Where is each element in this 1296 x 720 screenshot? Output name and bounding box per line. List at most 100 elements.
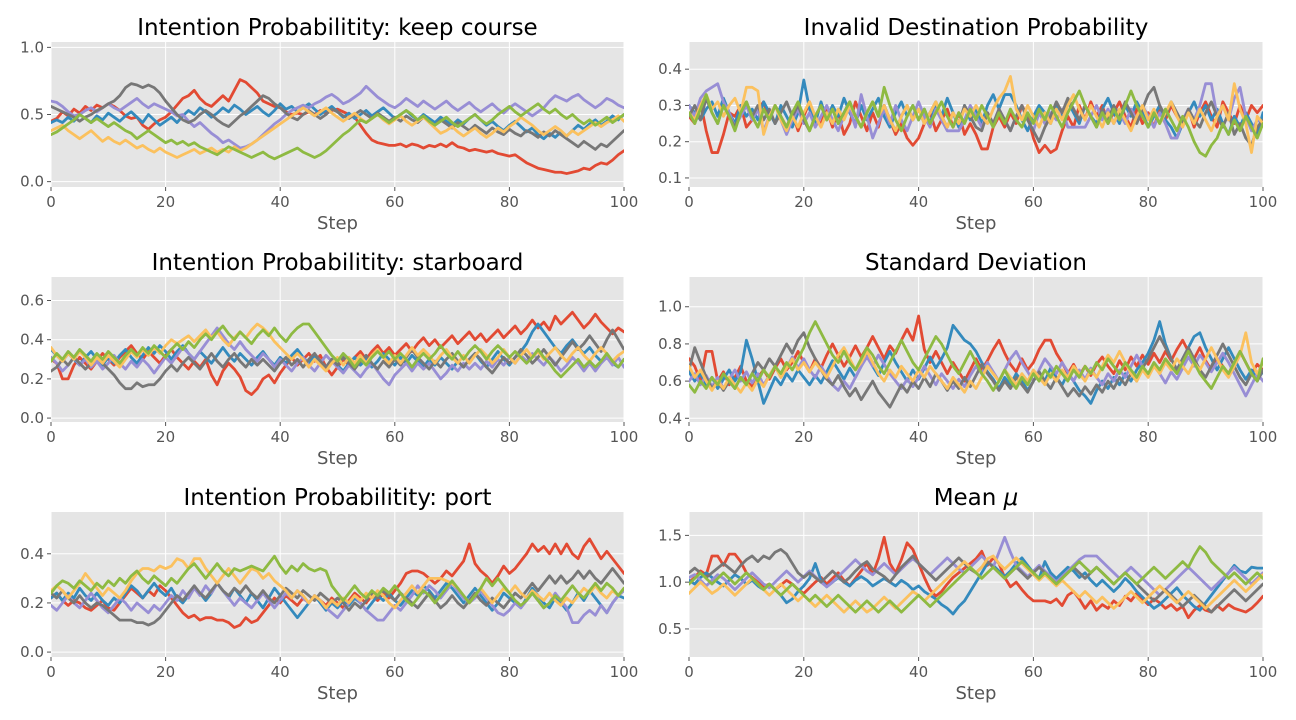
x-tick-label: 20 — [156, 428, 175, 446]
series-group — [51, 537, 624, 629]
x-tick-label: 0 — [684, 428, 694, 446]
y-tick-label: 1.0 — [658, 298, 682, 316]
x-tick-label: 40 — [909, 428, 928, 446]
series-line-5 — [51, 106, 624, 159]
y-tick-label: 1.0 — [20, 38, 44, 56]
x-tick-label: 60 — [1024, 663, 1043, 681]
x-tick-label: 100 — [1249, 428, 1278, 446]
subplot-6: 0 20 40 60 80 100 0.5 1.0 1.5 Step Mean μ — [658, 485, 1277, 704]
x-tick-label: 80 — [500, 428, 519, 446]
y-tick-label: 0.2 — [20, 594, 44, 612]
y-tick-label: 1.5 — [658, 526, 682, 544]
series-line-6 — [51, 322, 624, 379]
x-axis-label: Step — [317, 683, 358, 704]
chart-title: Intention Probabilitity: keep course — [137, 15, 537, 41]
series-group — [689, 75, 1263, 158]
y-tick-label: 0.2 — [20, 370, 44, 388]
y-tick-label: 0.5 — [20, 106, 44, 124]
y-tick-label: 0.5 — [658, 620, 682, 638]
x-tick-label: 20 — [794, 428, 813, 446]
x-tick-label: 40 — [909, 663, 928, 681]
x-axis-label: Step — [956, 448, 997, 469]
x-tick-label: 0 — [684, 193, 694, 211]
series-line-1 — [51, 78, 624, 175]
y-tick-label: 0.4 — [20, 331, 44, 349]
y-tick-label: 0.4 — [20, 545, 44, 563]
series-group — [689, 535, 1263, 620]
chart-title-text: Intention Probabilitity: port — [184, 485, 492, 511]
y-tick-label: 0.0 — [20, 409, 44, 427]
x-tick-label: 20 — [794, 193, 813, 211]
subplot-1: 0 20 40 60 80 100 0.0 0.5 1.0 Step Intention Proba… — [20, 15, 638, 234]
series-line-4 — [51, 82, 624, 151]
x-tick-label: 40 — [271, 428, 290, 446]
x-tick-label: 60 — [1024, 428, 1043, 446]
y-tick-label: 0.3 — [658, 96, 682, 114]
y-tick-label: 0.6 — [658, 372, 682, 390]
x-tick-label: 0 — [46, 193, 56, 211]
x-tick-label: 100 — [610, 428, 639, 446]
series-line-2 — [689, 78, 1263, 140]
x-tick-label: 100 — [1249, 193, 1278, 211]
series-line-5 — [689, 75, 1263, 154]
x-tick-label: 80 — [1139, 428, 1158, 446]
x-tick-label: 100 — [610, 193, 639, 211]
series-line-1 — [689, 535, 1263, 620]
y-tick-label: 0.4 — [658, 60, 682, 78]
x-tick-label: 40 — [909, 193, 928, 211]
series-line-6 — [51, 554, 624, 610]
x-tick-label: 60 — [385, 428, 404, 446]
y-tick-label: 1.0 — [658, 573, 682, 591]
x-tick-label: 0 — [684, 663, 694, 681]
chart-title-text: Intention Probabilitity: starboard — [152, 250, 524, 276]
series-line-2 — [689, 556, 1263, 616]
y-tick-label: 0.1 — [658, 169, 682, 187]
x-tick-label: 0 — [46, 428, 56, 446]
series-line-6 — [689, 85, 1263, 158]
series-line-4 — [51, 567, 624, 627]
chart-title-symbol: μ — [1003, 485, 1019, 511]
series-line-6 — [689, 545, 1263, 614]
x-axis-label: Step — [317, 448, 358, 469]
x-tick-label: 60 — [1024, 193, 1043, 211]
x-tick-label: 20 — [794, 663, 813, 681]
x-tick-label: 80 — [500, 193, 519, 211]
series-line-5 — [689, 331, 1263, 394]
chart-title: Invalid Destination Probability — [804, 15, 1149, 41]
x-tick-label: 40 — [271, 193, 290, 211]
x-tick-label: 80 — [500, 663, 519, 681]
chart-title: Intention Probabilitity: starboard — [152, 250, 524, 276]
x-tick-label: 60 — [385, 663, 404, 681]
series-group — [689, 314, 1263, 409]
y-tick-label: 0.0 — [20, 643, 44, 661]
x-tick-label: 20 — [156, 663, 175, 681]
series-line-6 — [689, 320, 1263, 394]
series-group — [51, 310, 624, 396]
chart-title: Intention Probabilitity: port — [184, 485, 492, 511]
x-tick-label: 80 — [1139, 193, 1158, 211]
chart-title: Mean μ — [934, 485, 1019, 511]
x-tick-label: 20 — [156, 193, 175, 211]
y-tick-label: 0.2 — [658, 133, 682, 151]
series-line-3 — [689, 535, 1263, 597]
y-tick-label: 0.4 — [658, 409, 682, 427]
series-line-6 — [51, 102, 624, 161]
subplot-4: 0 20 40 60 80 100 0.4 0.6 0.8 1.0 Step Standard Dev… — [658, 250, 1277, 469]
subplot-5: 0 20 40 60 80 100 0.0 0.2 0.4 Step Intention Proba… — [20, 485, 638, 704]
x-axis-label: Step — [956, 683, 997, 704]
x-tick-label: 100 — [610, 663, 639, 681]
series-group — [51, 78, 624, 175]
chart-title-text: Invalid Destination Probability — [804, 15, 1149, 41]
y-tick-label: 0.8 — [658, 335, 682, 353]
x-tick-label: 0 — [46, 663, 56, 681]
x-tick-label: 80 — [1139, 663, 1158, 681]
series-line-3 — [51, 84, 624, 150]
subplot-3: 0 20 40 60 80 100 0.0 0.2 0.4 0.6 Step Intention Pr… — [20, 250, 638, 469]
series-line-4 — [51, 328, 624, 391]
subplot-2: 0 20 40 60 80 100 0.1 0.2 0.3 0.4 Step Invalid Dest… — [658, 15, 1277, 234]
x-axis-label: Step — [317, 213, 358, 234]
chart-title-text: Mean — [934, 485, 1004, 511]
x-axis-label: Step — [956, 213, 997, 234]
chart-title-text: Intention Probabilitity: keep course — [137, 15, 537, 41]
